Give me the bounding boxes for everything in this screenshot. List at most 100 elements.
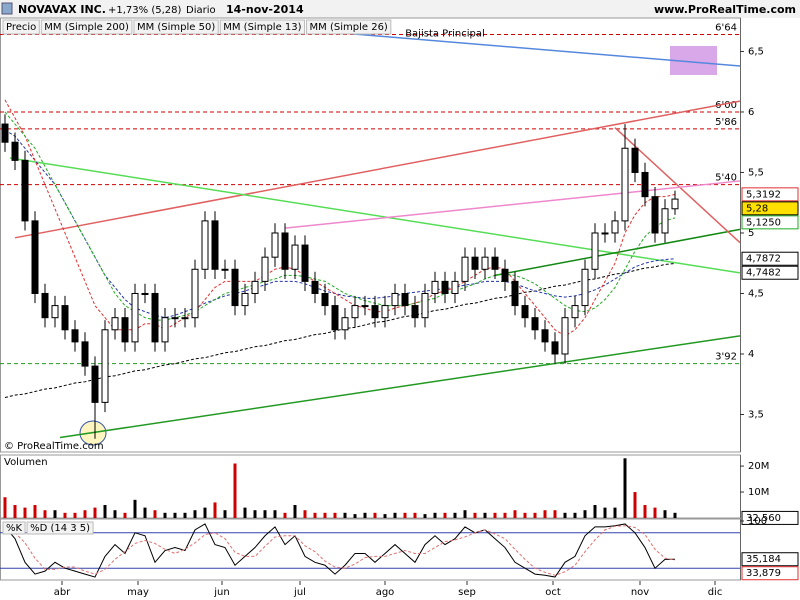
volume-bar — [223, 510, 227, 518]
candle-body — [301, 244, 309, 282]
y-tick-label: 5 — [748, 228, 754, 239]
volume-bar — [663, 510, 667, 518]
candle-body — [271, 232, 279, 258]
candle-body — [141, 292, 149, 295]
candle-body — [361, 305, 369, 308]
candle-body — [491, 256, 499, 270]
candle-body — [411, 305, 419, 319]
volume-bar — [413, 512, 417, 518]
volume-bar — [243, 507, 247, 518]
candle-body — [321, 292, 329, 307]
candle-body — [441, 280, 449, 294]
watermark: © ProRealTime.com — [4, 441, 104, 452]
y-tick-label: 6,5 — [748, 46, 764, 57]
interval: Diario — [186, 5, 216, 16]
volume-bar — [463, 510, 467, 518]
candle-body — [371, 305, 379, 319]
last-value-box — [741, 566, 799, 581]
y-tick-label: 5,5 — [748, 167, 764, 178]
candle-body — [101, 329, 109, 403]
volume-bar — [343, 512, 347, 518]
volume-bar — [163, 512, 167, 518]
candle-body — [81, 341, 89, 367]
x-tick-label: sep — [458, 587, 476, 598]
volume-bar — [203, 507, 207, 518]
volume-bar — [333, 512, 337, 518]
trend-line — [284, 180, 741, 229]
candle-body — [551, 341, 559, 355]
candle-body — [211, 220, 219, 270]
volume-bar — [643, 505, 647, 518]
volume-bar — [13, 505, 17, 518]
legend-box — [2, 521, 26, 535]
last-value-label: 35,184 — [746, 554, 781, 565]
candle-body — [471, 256, 479, 270]
series-line — [4, 129, 676, 319]
candle-body — [111, 317, 119, 331]
candle-body — [171, 317, 179, 320]
candle-body — [431, 280, 439, 294]
candle-body — [461, 256, 469, 282]
candle-body — [451, 280, 459, 294]
candle-body — [191, 268, 199, 319]
volume-bar — [623, 458, 627, 518]
y-tick-label: 20M — [748, 461, 769, 472]
y-tick-label: 10M — [748, 487, 769, 498]
volume-bar — [453, 512, 457, 518]
candle-body — [641, 171, 649, 198]
volume-bar — [303, 510, 307, 518]
x-tick-label: nov — [631, 587, 649, 598]
volume-bar — [83, 510, 87, 518]
candle-body — [131, 292, 139, 343]
volume-bar — [523, 512, 527, 518]
volume-bar — [263, 510, 267, 518]
date: 14-nov-2014 — [226, 3, 304, 16]
candle-body — [61, 305, 69, 331]
last-value-box — [741, 552, 799, 567]
candle-body — [531, 317, 539, 331]
volume-bar — [113, 510, 117, 518]
candle-body — [1, 123, 9, 143]
volume-bar — [43, 510, 47, 518]
candle-body — [601, 232, 609, 235]
volume-bar — [653, 507, 657, 518]
trend-line — [614, 127, 741, 244]
trend-line — [344, 32, 741, 67]
menu-icon[interactable] — [1, 2, 13, 15]
source: www.ProRealTime.com — [654, 3, 796, 16]
candle-body — [181, 317, 189, 320]
volume-bar — [403, 512, 407, 518]
legend-label: MM (Simple 26) — [310, 22, 388, 33]
volume-bar — [473, 512, 477, 518]
level-label: 5'40 — [715, 173, 737, 184]
candle-body — [121, 317, 129, 343]
legend-box — [133, 19, 219, 35]
level-label: 6'64 — [715, 23, 737, 34]
y-tick-label: 3,5 — [748, 409, 764, 420]
volume-bar — [133, 499, 137, 518]
candle-body — [201, 220, 209, 270]
volume-bar — [283, 512, 287, 518]
volume-bar — [553, 510, 557, 518]
y-tick-label: 100 — [748, 516, 767, 527]
volume-bar — [73, 512, 77, 518]
candle-body — [261, 256, 269, 282]
candle-body — [341, 317, 349, 331]
level-label: 6'00 — [715, 100, 737, 111]
volume-bar — [573, 512, 577, 518]
candle-body — [21, 159, 29, 222]
candle-body — [71, 329, 79, 343]
volume-bar — [393, 512, 397, 518]
candle-body — [221, 268, 229, 271]
candle-body — [311, 280, 319, 294]
last-value-label: 32.560 — [746, 513, 781, 524]
last-value-label: 5,3192 — [746, 189, 781, 200]
series-line — [4, 262, 676, 399]
volume-bar — [513, 510, 517, 518]
candle-body — [501, 268, 509, 282]
candle-body — [401, 292, 409, 307]
candle-body — [151, 292, 159, 343]
volume-bar — [293, 505, 297, 518]
volume-bar — [593, 505, 597, 518]
